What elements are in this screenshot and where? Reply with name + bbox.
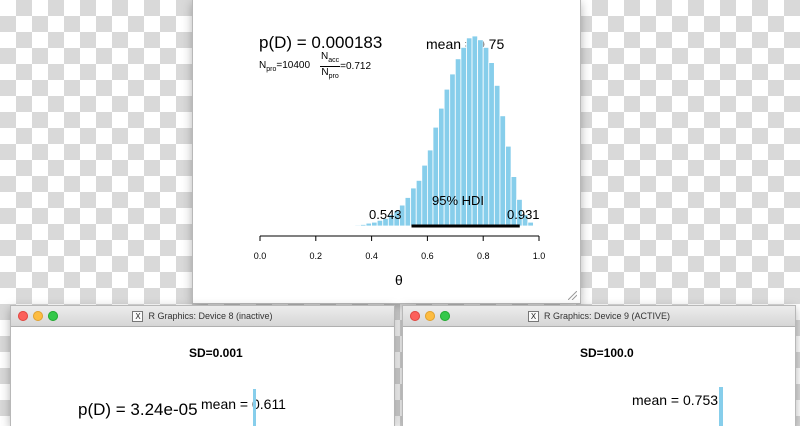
histogram-bar — [421, 164, 428, 227]
histogram-bar — [426, 149, 434, 227]
main-plot-pane: p(D) = 0.000183 Npro=10400 Nacc Npro =0.… — [193, 0, 580, 303]
device9-window: X R Graphics: Device 9 (ACTIVE) SD=100.0… — [403, 306, 795, 426]
histogram-bar — [253, 389, 256, 426]
x-axis-ticks: 0.0 0.2 0.4 0.6 0.8 1.0 — [254, 236, 546, 261]
main-plot-window: p(D) = 0.000183 Npro=10400 Nacc Npro =0.… — [193, 0, 580, 303]
pd-label: p(D) = 0.000183 — [259, 33, 383, 52]
histogram-bar — [527, 221, 534, 227]
hdi-low-label: 0.543 — [369, 207, 402, 222]
acceptance-ratio: Nacc Npro =0.712 — [320, 51, 372, 82]
device8-titlebar[interactable]: X R Graphics: Device 8 (inactive) — [11, 306, 394, 327]
fraction-numerator: Nacc — [320, 51, 341, 67]
hdi-label: 95% HDI — [432, 193, 485, 208]
device8-window: X R Graphics: Device 8 (inactive) SD=0.0… — [11, 306, 394, 426]
histogram-bar — [354, 224, 361, 227]
pd-label: p(D) = 3.24e-05 — [78, 400, 198, 419]
acceptance-fraction: Nacc Npro — [320, 51, 341, 82]
hdi-high-label: 0.931 — [507, 207, 540, 222]
histogram-bar — [499, 115, 506, 227]
histogram-bar — [360, 224, 367, 227]
device8-title: X R Graphics: Device 8 (inactive) — [11, 306, 394, 326]
device9-title: X R Graphics: Device 9 (ACTIVE) — [403, 306, 795, 326]
posterior-histogram: 0.0 0.2 0.4 0.6 0.8 1.0 — [254, 35, 546, 261]
histogram-bar — [493, 85, 501, 227]
minimize-button[interactable] — [425, 311, 435, 321]
zoom-button[interactable] — [48, 311, 58, 321]
npro-label: Npro=10400 — [259, 60, 311, 73]
close-button[interactable] — [410, 311, 420, 321]
device9-plot-pane: SD=100.0 mean = 0.753 — [403, 327, 795, 426]
histogram-bar — [410, 187, 417, 227]
histogram-bar — [415, 179, 423, 227]
device9-titlebar[interactable]: X R Graphics: Device 9 (ACTIVE) — [403, 306, 795, 327]
histogram-bar — [438, 107, 445, 227]
device9-title-text: R Graphics: Device 9 (ACTIVE) — [543, 311, 671, 321]
histogram-bar — [371, 221, 378, 227]
x-axis-label: θ — [395, 272, 403, 288]
x11-icon: X — [527, 310, 539, 322]
sd-label: SD=0.001 — [189, 346, 243, 360]
x11-icon: X — [132, 310, 144, 322]
resize-grip-icon[interactable] — [568, 291, 577, 300]
x-tick-label: 0.4 — [365, 251, 378, 261]
histogram-bar — [365, 222, 373, 227]
x-tick-label: 0.0 — [254, 251, 267, 261]
x-tick-label: 0.6 — [421, 251, 434, 261]
histogram-bar — [521, 214, 529, 227]
device8-plot-pane: SD=0.001 p(D) = 3.24e-05 mean = 0.611 — [11, 327, 394, 426]
x-tick-label: 1.0 — [533, 251, 546, 261]
fraction-denominator: Npro — [321, 67, 339, 80]
device8-title-text: R Graphics: Device 8 (inactive) — [148, 311, 273, 321]
histogram-bar — [482, 47, 490, 227]
histogram-bar — [404, 197, 412, 227]
histogram-bar — [488, 62, 495, 227]
mean-label: mean = 0.753 — [632, 392, 719, 408]
histogram-bar — [719, 387, 723, 426]
zoom-button[interactable] — [440, 311, 450, 321]
sd-label: SD=100.0 — [580, 346, 634, 360]
close-button[interactable] — [18, 311, 28, 321]
mean-label: mean = 0.611 — [201, 396, 286, 412]
x-tick-label: 0.2 — [310, 251, 323, 261]
x-tick-label: 0.8 — [477, 251, 490, 261]
minimize-button[interactable] — [33, 311, 43, 321]
histogram-bar — [432, 126, 439, 227]
